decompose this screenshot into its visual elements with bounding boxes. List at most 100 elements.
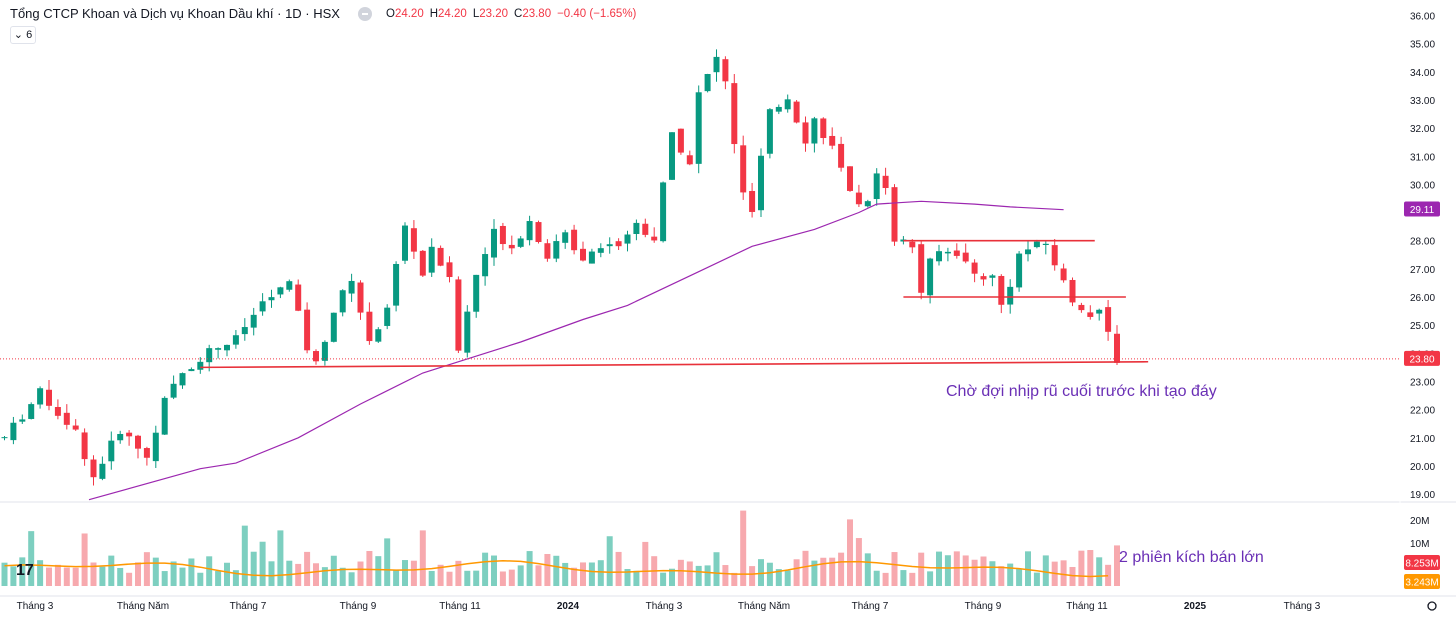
price-tick-label: 19.00 — [1410, 490, 1435, 501]
candle-body — [46, 389, 52, 406]
volume-bar — [393, 569, 400, 586]
candle-body — [197, 361, 204, 370]
trendline — [200, 360, 1149, 369]
candle-body — [72, 425, 79, 430]
volume-bar — [455, 560, 462, 586]
candle-body — [402, 225, 408, 261]
time-tick-label: Tháng 9 — [965, 601, 1002, 612]
candle-body — [330, 312, 337, 342]
volume-bar — [99, 566, 106, 586]
volume-bar — [1016, 568, 1023, 586]
candle-body — [1051, 245, 1058, 266]
candle-body — [1105, 307, 1112, 332]
volume-bar — [847, 519, 853, 586]
indicators-toggle-button[interactable]: ⌄ 6 — [10, 26, 36, 44]
candle-body — [686, 155, 693, 165]
volume-bar — [660, 572, 667, 586]
volume-bar — [37, 560, 44, 586]
candle-body — [749, 190, 756, 212]
volume-bar — [161, 571, 168, 586]
candle-body — [491, 228, 497, 258]
candle-body — [918, 244, 925, 293]
volume-bar — [313, 563, 319, 586]
candle-body — [1087, 312, 1094, 317]
volume-bar — [437, 564, 444, 586]
volume-bar — [108, 555, 115, 586]
candle-body — [277, 287, 284, 295]
candle-body — [775, 106, 782, 112]
volume-bar — [740, 510, 747, 586]
volume-bar — [1007, 563, 1014, 586]
volume-ma-label-bg — [1404, 574, 1440, 589]
candle-body — [864, 201, 871, 207]
ohlc-low: L23.20 — [472, 7, 508, 20]
volume-bar — [304, 551, 311, 586]
candle-body — [313, 351, 319, 362]
volume-bar — [962, 555, 969, 586]
volume-bar — [544, 553, 551, 586]
volume-bar — [909, 572, 916, 586]
candle-body — [526, 221, 533, 241]
volume-bar — [54, 564, 61, 586]
volume-tick-label: 10M — [1410, 539, 1429, 550]
volume-bar — [953, 551, 960, 586]
eye-icon[interactable] — [357, 6, 372, 21]
last-price-label: 23.80 — [1409, 354, 1434, 365]
ohlc-close: C23.80 — [514, 7, 552, 20]
volume-bar — [624, 569, 631, 586]
volume-bar — [170, 561, 177, 586]
candle-body — [953, 250, 960, 256]
volume-bar — [784, 570, 791, 586]
volume-bar — [775, 569, 782, 586]
ohlc-high: H24.20 — [429, 7, 467, 20]
volume-bar — [553, 555, 560, 586]
volume-bar — [197, 572, 204, 586]
candle-body — [206, 348, 213, 363]
volume-bar — [241, 525, 248, 586]
time-tick-label: Tháng 9 — [340, 601, 377, 612]
volume-bar — [508, 569, 515, 586]
volume-bar — [864, 553, 871, 586]
candle-body — [81, 432, 88, 460]
annotation-text: Chờ đợi nhịp rũ cuối trước khi tạo đáy — [946, 383, 1217, 400]
volume-bar — [704, 565, 711, 586]
candle-body — [499, 225, 506, 245]
volume-bar — [473, 570, 480, 586]
volume-bar — [250, 551, 257, 586]
volume-bar — [491, 555, 497, 586]
volume-bar — [410, 560, 417, 586]
candle-body — [339, 290, 346, 313]
candle-body — [722, 59, 729, 82]
symbol-title[interactable]: Tổng CTCP Khoan và Dịch vụ Khoan Dầu khí… — [10, 6, 340, 21]
candle-body — [268, 297, 275, 301]
volume-bar — [980, 556, 987, 586]
candle-body — [455, 279, 462, 351]
volume-bar — [731, 572, 738, 586]
volume-bar — [944, 555, 951, 586]
candle-body — [410, 228, 417, 252]
candle-body — [944, 251, 951, 254]
candle-body — [375, 329, 382, 342]
candle-body — [482, 254, 489, 277]
candle-body — [927, 258, 934, 296]
candle-body — [669, 132, 675, 180]
volume-bar — [989, 561, 996, 586]
volume-bar — [642, 541, 649, 586]
volume-bar — [749, 566, 756, 586]
candle-body — [54, 407, 61, 416]
candle-body — [713, 56, 720, 73]
volume-bar — [384, 538, 391, 586]
time-tick-label: Tháng Năm — [738, 601, 790, 612]
volume-bar — [526, 551, 533, 586]
candle-body — [99, 463, 106, 479]
candle-body — [428, 246, 435, 273]
volume-ma-line — [4, 559, 1109, 578]
candle-body — [989, 275, 996, 278]
candle-body — [580, 248, 586, 261]
candle-body — [588, 251, 595, 264]
candle-body — [766, 109, 773, 154]
candle-body — [259, 301, 266, 312]
candle-body — [1025, 249, 1031, 255]
